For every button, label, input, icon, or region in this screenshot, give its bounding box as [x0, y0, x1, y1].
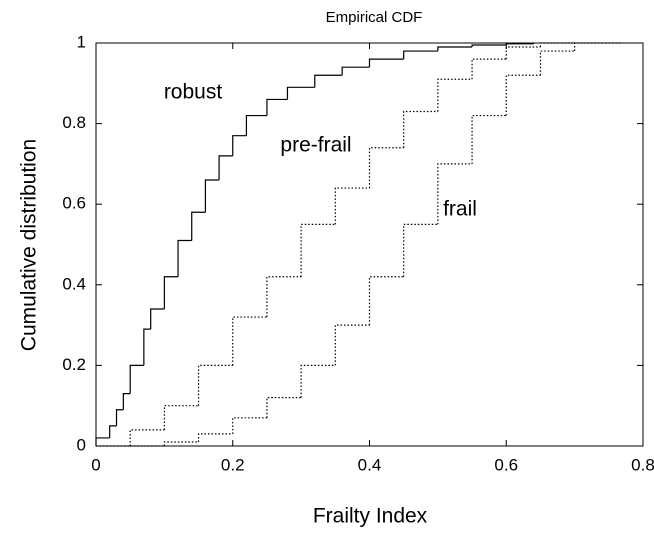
- y-tick-label: 1: [77, 32, 86, 51]
- cdf-step: [471, 114, 507, 164]
- cdf-step: [163, 441, 199, 446]
- cdf-step: [300, 223, 336, 277]
- y-axis-label: Cumulative distribution: [18, 139, 41, 351]
- cdf-step: [109, 425, 117, 438]
- cdf-step: [437, 163, 473, 225]
- cdf-step: [505, 46, 541, 60]
- cdf-step: [122, 393, 131, 410]
- x-tick-label: 0.2: [221, 455, 245, 474]
- cdf-step: [197, 433, 233, 442]
- cdf-step: [150, 308, 165, 330]
- cdf-step: [266, 276, 302, 318]
- y-tick-label: 0.6: [62, 194, 86, 213]
- series-label: frail: [443, 198, 477, 221]
- x-tick-label: 0.4: [358, 455, 382, 474]
- cdf-step: [539, 42, 575, 48]
- cdf-step: [368, 147, 404, 189]
- cdf-step: [232, 417, 267, 434]
- cdf-step: [437, 78, 473, 112]
- cdf-step: [197, 364, 233, 406]
- cdf-step: [266, 397, 302, 418]
- cdf-step: [245, 114, 267, 136]
- cdf-step: [403, 110, 438, 148]
- cdf-step: [341, 66, 370, 76]
- y-tick-label: 0.4: [62, 274, 86, 293]
- cdf-step: [191, 211, 206, 241]
- y-tick-label: 0.2: [62, 355, 86, 374]
- cdf-step: [471, 44, 507, 48]
- x-axis-label: Frailty Index: [313, 505, 428, 528]
- cdf-step: [368, 58, 404, 68]
- x-tick-label: 0: [91, 455, 100, 474]
- cdf-step: [334, 187, 370, 225]
- cdf-step: [505, 74, 541, 116]
- cdf-step: [286, 86, 315, 100]
- cdf-step: [129, 429, 165, 446]
- chart-title: Empirical CDF: [326, 9, 423, 26]
- x-tick-label: 0.8: [631, 455, 654, 474]
- cdf-step: [95, 437, 110, 446]
- cdf-step: [437, 46, 473, 52]
- cdf-step: [177, 239, 192, 277]
- cdf-step: [218, 155, 233, 181]
- cdf-step: [115, 409, 124, 426]
- cdf-step: [505, 43, 534, 46]
- series-label: pre-frail: [280, 134, 351, 157]
- cdf-step: [204, 179, 220, 213]
- cdf-step: [232, 316, 267, 366]
- cdf-step: [368, 276, 404, 326]
- series-label: robust: [164, 81, 223, 104]
- cdf-step: [232, 135, 247, 156]
- cdf-step: [314, 74, 343, 88]
- y-tick-label: 0: [77, 435, 86, 454]
- cdf-step: [403, 223, 438, 277]
- cdf-step: [471, 58, 507, 80]
- cdf-step: [266, 98, 288, 116]
- cdf-step: [334, 324, 370, 366]
- cdf-step: [403, 50, 438, 60]
- cdf-step: [300, 364, 336, 398]
- cdf-step: [129, 364, 144, 394]
- cdf-step: [539, 50, 575, 76]
- x-tick-label: 0.6: [494, 455, 518, 474]
- cdf-step: [574, 42, 623, 52]
- cdf-step: [163, 405, 199, 430]
- cdf-step: [163, 276, 179, 309]
- cdf-step: [143, 328, 151, 366]
- y-tick-label: 0.8: [62, 113, 86, 132]
